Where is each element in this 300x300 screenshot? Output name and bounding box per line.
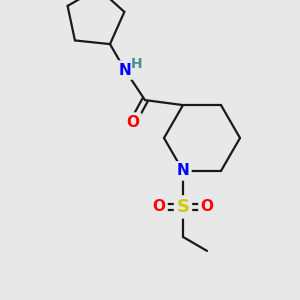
Text: N: N	[118, 63, 131, 78]
Text: N: N	[177, 164, 189, 178]
Text: O: O	[127, 115, 140, 130]
Text: S: S	[176, 198, 190, 216]
Text: O: O	[152, 200, 166, 214]
Text: H: H	[131, 57, 143, 71]
Text: O: O	[200, 200, 214, 214]
